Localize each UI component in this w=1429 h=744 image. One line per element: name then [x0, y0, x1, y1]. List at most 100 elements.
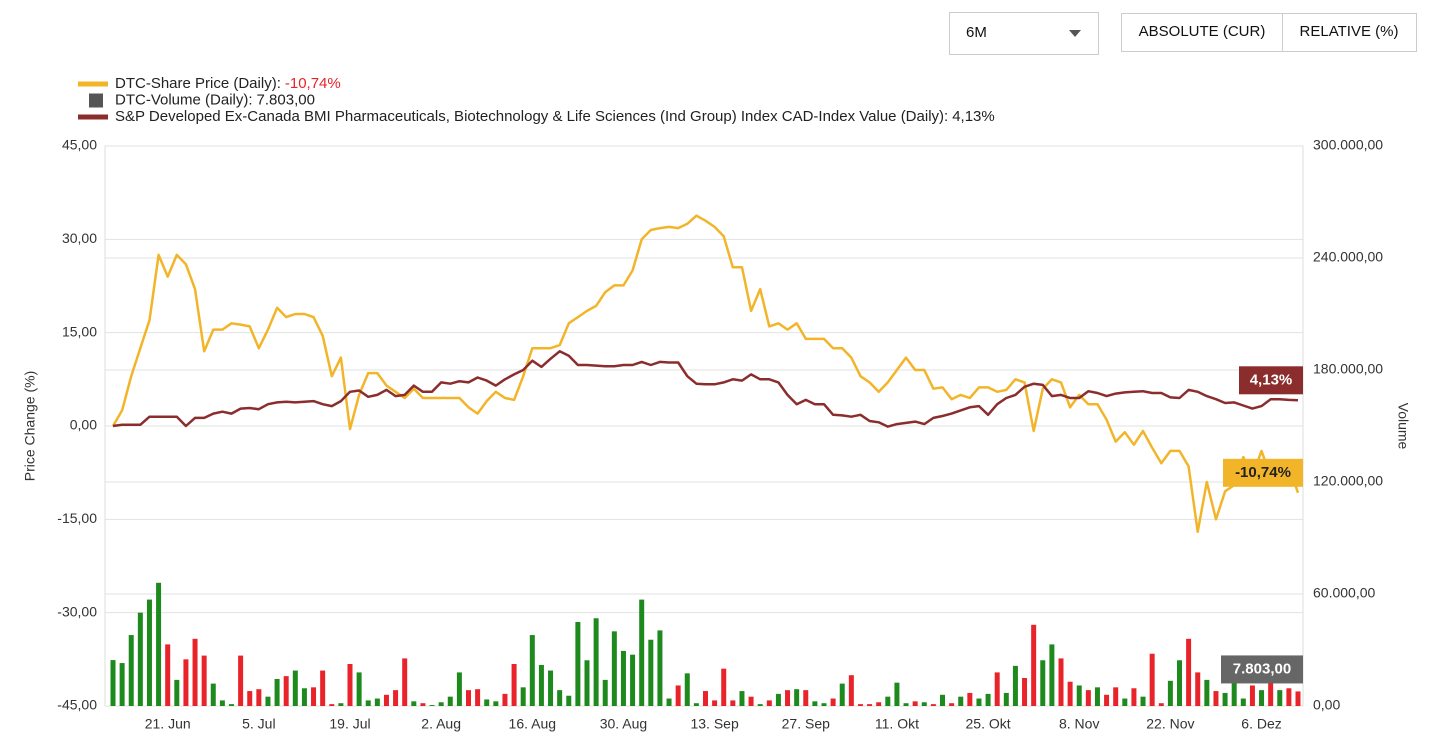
volume-bar — [374, 698, 380, 706]
y-tick-label: 0,00 — [70, 417, 97, 433]
volume-bar — [1131, 688, 1137, 706]
volume-bar — [320, 670, 326, 706]
volume-bar — [429, 705, 435, 706]
x-tick-label: 13. Sep — [690, 716, 738, 732]
legend-value: 4,13% — [952, 108, 995, 125]
volume-bar — [1085, 690, 1091, 706]
volume-bar — [721, 668, 727, 706]
volume-bar — [930, 704, 936, 706]
volume-bar — [1040, 660, 1046, 706]
y2-tick-label: 300.000,00 — [1313, 137, 1383, 153]
volume-bar — [903, 703, 909, 706]
volume-bar — [393, 690, 399, 706]
volume-bar — [1195, 672, 1201, 706]
end-badge — [1221, 655, 1303, 684]
volume-bar — [894, 682, 900, 706]
volume-bar — [730, 700, 736, 706]
volume-bar — [839, 683, 845, 706]
volume-bar — [502, 693, 508, 706]
volume-bar — [1113, 687, 1119, 706]
relative-button[interactable] — [1282, 13, 1417, 52]
volume-bar — [192, 638, 198, 706]
x-tick-label: 22. Nov — [1146, 716, 1194, 732]
volume-bar — [803, 690, 809, 706]
legend-swatch — [89, 93, 103, 108]
volume-bar — [484, 699, 490, 706]
volume-bar — [976, 698, 982, 706]
volume-bar — [1259, 690, 1265, 706]
volume-bar — [529, 635, 535, 706]
volume-bar — [703, 691, 708, 706]
volume-bar — [229, 704, 234, 706]
volume-bar — [356, 672, 362, 706]
volume-bar — [201, 655, 207, 706]
volume-bar — [994, 672, 1000, 706]
volume-bar — [766, 700, 772, 706]
y2-tick-label: 0,00 — [1313, 697, 1340, 713]
volume-bar — [666, 698, 672, 706]
y2-axis-label: Volume — [1395, 403, 1411, 450]
x-tick-label: 25. Okt — [966, 716, 1011, 732]
volume-bar — [137, 612, 143, 706]
volume-bar — [247, 691, 253, 706]
period-dropdown[interactable]: 6M — [949, 12, 1099, 55]
volume-bar — [219, 700, 225, 706]
volume-bar — [301, 688, 307, 706]
volume-bar — [383, 694, 389, 706]
volume-bar — [1222, 692, 1228, 706]
volume-bar — [1104, 694, 1110, 706]
dropdown-caret[interactable] — [1069, 30, 1081, 37]
volume-bar — [1158, 703, 1164, 706]
volume-bar — [985, 693, 991, 706]
volume-bar — [593, 618, 599, 706]
volume-bar — [548, 670, 554, 706]
volume-bar — [1167, 680, 1173, 706]
end-badge — [1223, 458, 1303, 487]
volume-bar — [146, 599, 152, 706]
volume-bar — [411, 701, 417, 706]
y-tick-label: 45,00 — [62, 137, 97, 153]
x-tick-label: 11. Okt — [875, 716, 919, 732]
volume-bar — [402, 658, 408, 706]
volume-bar — [238, 655, 244, 706]
volume-bar — [1058, 658, 1064, 706]
volume-bar — [283, 676, 289, 706]
volume-bar — [456, 672, 462, 706]
volume-bar — [1012, 665, 1018, 706]
volume-bar — [110, 660, 116, 706]
volume-bar — [739, 691, 745, 706]
volume-bar — [1249, 685, 1255, 706]
dropdown-value[interactable]: 6M — [966, 24, 987, 41]
volume-bar — [265, 696, 271, 706]
absolute-label[interactable]: ABSOLUTE (CUR) — [1139, 23, 1266, 40]
volume-bar — [575, 622, 581, 706]
y-tick-label: -45,00 — [57, 697, 97, 713]
legend-entry: DTC-Share Price (Daily): -10,74% — [115, 75, 341, 92]
volume-bar — [1067, 681, 1073, 706]
legend-name: DTC-Share Price (Daily): — [115, 75, 281, 92]
x-tick-label: 27. Sep — [782, 716, 830, 732]
volume-bar — [566, 695, 572, 706]
x-tick-label: 2. Aug — [421, 716, 461, 732]
x-tick-label: 19. Jul — [329, 716, 370, 732]
volume-bar — [1204, 679, 1210, 706]
end-badge-label: 4,13% — [1250, 371, 1293, 388]
volume-bar — [329, 704, 335, 706]
volume-bar — [876, 702, 882, 706]
volume-bar — [256, 689, 262, 706]
volume-bar — [958, 696, 964, 706]
y2-tick-label: 180.000,00 — [1313, 361, 1383, 377]
volume-bar — [921, 702, 927, 706]
relative-label[interactable]: RELATIVE (%) — [1300, 23, 1399, 40]
volume-bar — [119, 663, 125, 706]
volume-bar — [1286, 688, 1292, 706]
volume-bar — [311, 687, 317, 706]
series-line — [112, 350, 1299, 428]
x-tick-label: 16. Aug — [509, 716, 557, 732]
absolute-button[interactable] — [1121, 13, 1283, 52]
volume-bar — [639, 599, 645, 706]
volume-bar — [812, 701, 818, 706]
legend-value: -10,74% — [285, 75, 341, 92]
volume-bar — [1076, 685, 1082, 706]
